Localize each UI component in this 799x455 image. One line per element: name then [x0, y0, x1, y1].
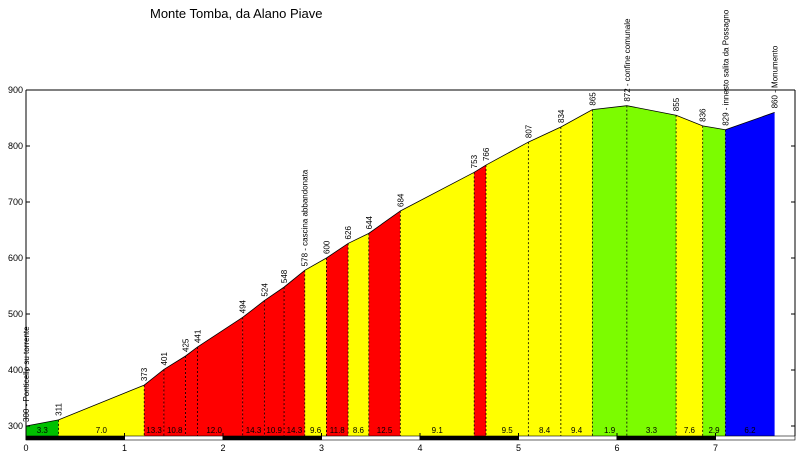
segment-1 [58, 385, 145, 436]
point-label-7: 524 [260, 283, 269, 297]
gradient-label-14: 9.5 [502, 426, 514, 435]
y-tick-label-2: 500 [8, 309, 23, 319]
point-label-8: 548 [280, 269, 289, 283]
x-tick-label-4: 4 [417, 443, 422, 453]
y-tick-label-4: 700 [8, 197, 23, 207]
segment-17 [592, 105, 627, 437]
x-tick-label-6: 6 [614, 443, 619, 453]
axes: 300 400 500 600 700 800 900 0 1 2 3 4 5 6 7 [8, 85, 796, 453]
point-label-0: 300 - Ponticello su torrente [22, 326, 31, 422]
segment-7 [284, 270, 305, 436]
segment-20 [702, 125, 726, 436]
gradient-label-5: 14.3 [246, 426, 262, 435]
segment-dividers [58, 105, 726, 436]
gradient-label-17: 1.9 [604, 426, 616, 435]
x-tick-label-7: 7 [713, 443, 718, 453]
km-bar [25, 435, 796, 441]
segment-3 [163, 356, 186, 436]
point-label-3: 401 [160, 352, 169, 366]
point-labels: 300 - Ponticello su torrente 311 373 401 425… [22, 9, 780, 422]
x-tick-label-1: 1 [122, 443, 127, 453]
gradient-label-10: 8.6 [353, 426, 365, 435]
point-label-19: 872 - confine comunale [623, 18, 632, 102]
y-tick-label-1: 400 [8, 365, 23, 375]
km-bar-block-2 [223, 436, 322, 440]
segment-19 [676, 115, 703, 436]
gradient-label-8: 9.6 [310, 426, 322, 435]
km-bar-block-6 [617, 436, 716, 440]
point-label-17: 834 [557, 109, 566, 123]
segment-9 [326, 243, 349, 436]
point-label-18: 865 [588, 92, 597, 106]
gradient-label-19: 7.6 [684, 426, 696, 435]
y-tick-label-3: 600 [8, 253, 23, 263]
y-tick-label-0: 300 [8, 421, 23, 431]
point-label-10: 600 [322, 240, 331, 254]
km-bar-block-4 [420, 436, 519, 440]
segment-13 [474, 165, 486, 437]
gradient-label-16: 9.4 [571, 426, 583, 435]
x-tick-label-2: 2 [220, 443, 225, 453]
y-tick-label-5: 800 [8, 141, 23, 151]
point-label-12: 644 [365, 215, 374, 229]
point-label-14: 753 [470, 154, 479, 168]
point-label-1: 311 [55, 403, 64, 416]
gradient-label-9: 11.8 [330, 426, 346, 435]
segment-15 [528, 126, 561, 437]
segment-0 [26, 419, 59, 436]
gradient-label-1: 7.0 [96, 426, 108, 435]
segment-16 [560, 109, 593, 436]
point-label-6: 494 [239, 299, 248, 313]
segment-12 [400, 172, 475, 436]
segment-5 [242, 300, 265, 436]
gradient-label-6: 10.9 [266, 426, 282, 435]
point-label-13: 684 [396, 193, 405, 207]
segment-21 [725, 112, 775, 437]
gradient-label-11: 12.5 [377, 426, 393, 435]
segment-2 [144, 369, 164, 436]
point-label-4: 425 [182, 338, 191, 352]
x-tick-label-5: 5 [516, 443, 521, 453]
gradient-label-20: 2.9 [708, 426, 720, 435]
profile-line [25, 105, 775, 427]
segment-18 [626, 105, 677, 437]
gradient-labels: 3.3 7.0 13.3 10.8 12.0 14.3 10.9 14.3 9.6 11.8 8.6… [37, 426, 756, 435]
x-tick-label-3: 3 [319, 443, 324, 453]
point-label-20: 855 [672, 97, 681, 111]
point-label-15: 766 [482, 147, 491, 161]
segment-14 [485, 142, 529, 436]
gradient-label-0: 3.3 [37, 426, 49, 435]
point-label-11: 626 [344, 226, 353, 240]
segment-6 [264, 287, 285, 436]
point-label-5: 441 [193, 329, 202, 343]
gradient-segments [26, 105, 775, 437]
point-label-16: 807 [524, 124, 533, 138]
km-bar-block-0 [26, 436, 125, 440]
gradient-label-15: 8.4 [539, 426, 551, 435]
segment-11 [368, 210, 401, 436]
x-tick-label-0: 0 [23, 443, 28, 453]
gradient-label-2: 13.3 [146, 426, 162, 435]
y-tick-label-6: 900 [8, 85, 23, 95]
point-label-9: 578 - cascina abbandonata [301, 169, 310, 266]
gradient-label-7: 14.3 [287, 426, 303, 435]
gradient-label-21: 6.2 [744, 426, 756, 435]
segment-10 [348, 233, 369, 436]
segment-4 [185, 317, 243, 436]
gradient-label-18: 3.3 [646, 426, 658, 435]
gradient-label-3: 10.8 [167, 426, 183, 435]
gradient-label-12: 9.1 [432, 426, 444, 435]
point-label-2: 373 [140, 367, 149, 381]
gradient-label-4: 12.0 [206, 426, 222, 435]
point-label-21: 836 [699, 108, 708, 122]
segment-8 [304, 258, 327, 436]
point-label-22: 829 - innesto salita da Possagno [721, 9, 730, 126]
point-label-23: 860 - Monumento [771, 45, 780, 108]
chart-title: Monte Tomba, da Alano Piave [150, 6, 323, 21]
